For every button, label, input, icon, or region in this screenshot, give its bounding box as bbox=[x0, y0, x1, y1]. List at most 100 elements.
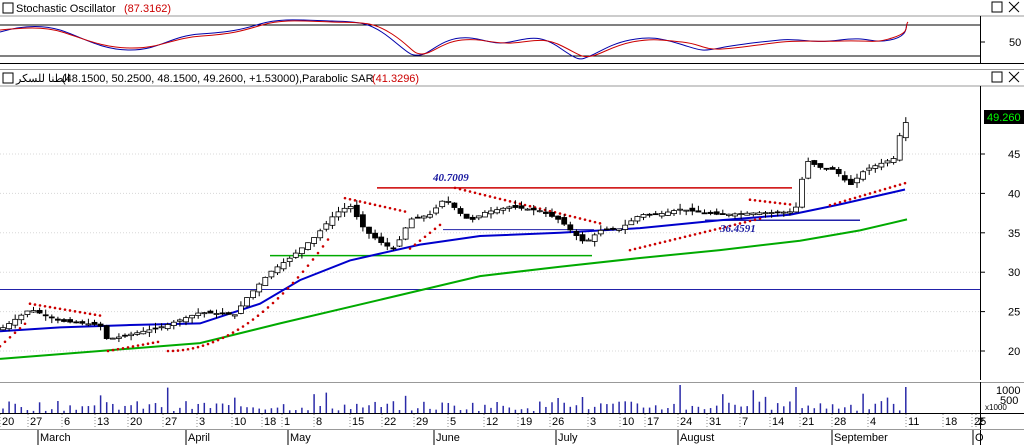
panel-menu-icon[interactable] bbox=[2, 2, 14, 14]
candle-body bbox=[774, 211, 781, 214]
candle-body bbox=[494, 209, 501, 214]
date-label: 7 bbox=[742, 416, 748, 428]
candle-body bbox=[878, 162, 885, 168]
sar-dot bbox=[286, 287, 290, 290]
sar-dot bbox=[433, 227, 437, 231]
sar-dot bbox=[408, 247, 412, 250]
sar-dot bbox=[136, 344, 140, 347]
candle-body bbox=[18, 314, 25, 321]
y-tick-label: 30 bbox=[1008, 267, 1020, 279]
sar-dot bbox=[893, 184, 897, 188]
date-label: 18 bbox=[945, 416, 957, 428]
candle-body bbox=[726, 213, 732, 216]
candle-body bbox=[488, 210, 494, 215]
sar-dot bbox=[251, 318, 255, 321]
sar-dot bbox=[683, 235, 687, 239]
candle-body bbox=[463, 213, 470, 219]
sar-dot bbox=[763, 200, 767, 203]
candle-body bbox=[170, 321, 177, 327]
candlesticks bbox=[0, 117, 909, 343]
candle-body bbox=[799, 178, 805, 208]
candle-body bbox=[902, 122, 909, 139]
date-label: 14 bbox=[772, 416, 784, 428]
candle-body bbox=[536, 210, 543, 213]
candle-body bbox=[677, 208, 683, 211]
candle-body bbox=[103, 325, 110, 339]
sar-dot bbox=[903, 181, 907, 185]
maximize-icon[interactable] bbox=[991, 1, 1003, 13]
candle-body bbox=[298, 247, 305, 255]
candle-body bbox=[67, 319, 73, 323]
candle-body bbox=[634, 216, 641, 222]
sar-dot bbox=[528, 204, 532, 208]
indicator-name: Parabolic SAR bbox=[302, 73, 374, 85]
sar-dot bbox=[423, 235, 427, 239]
candle-body bbox=[622, 224, 629, 230]
sar-dot bbox=[321, 245, 325, 248]
sar-dot bbox=[8, 335, 12, 339]
sar-dot bbox=[663, 240, 667, 243]
sar-dot bbox=[363, 201, 367, 204]
sar-dot bbox=[358, 200, 362, 203]
sar-dot bbox=[428, 231, 432, 235]
candle-body bbox=[567, 224, 574, 231]
date-label: 28 bbox=[834, 416, 846, 428]
sar-dot bbox=[201, 344, 205, 347]
date-label: 13 bbox=[97, 416, 109, 428]
candle-body bbox=[481, 211, 488, 218]
sar-dot bbox=[196, 345, 200, 349]
candle-body bbox=[738, 213, 744, 215]
volume-bars bbox=[2, 385, 907, 413]
sar-dot bbox=[353, 199, 357, 202]
sar-dot bbox=[0, 344, 2, 348]
y-tick-label: 35 bbox=[1008, 228, 1020, 240]
date-label: 26 bbox=[552, 416, 564, 428]
sar-dot bbox=[488, 195, 492, 198]
candle-body bbox=[280, 262, 287, 270]
sar-dot bbox=[266, 306, 270, 309]
sar-dot bbox=[583, 218, 587, 221]
candle-body bbox=[610, 227, 616, 230]
sar-dot bbox=[216, 338, 220, 342]
month-label: June bbox=[436, 432, 460, 444]
candle-body bbox=[848, 178, 854, 185]
horizontal-lines bbox=[0, 187, 980, 291]
sar-dot bbox=[548, 209, 552, 213]
sar-dot bbox=[748, 219, 752, 223]
sar-dot bbox=[403, 210, 407, 213]
last-price-badge bbox=[984, 110, 1024, 124]
date-label: 8 bbox=[316, 416, 322, 428]
candle-body bbox=[274, 266, 281, 274]
candle-body bbox=[439, 200, 446, 208]
sar-dot bbox=[593, 220, 597, 224]
candle-body bbox=[176, 319, 183, 322]
candle-body bbox=[658, 213, 665, 217]
candle-body bbox=[207, 310, 214, 314]
sar-dot bbox=[723, 225, 727, 229]
sar-dot bbox=[211, 340, 215, 344]
candle-body bbox=[841, 175, 848, 181]
candle-body bbox=[225, 312, 232, 315]
candle-body bbox=[683, 209, 690, 212]
symbol-name: الطنا للسكر bbox=[15, 73, 70, 85]
candle-body bbox=[884, 160, 891, 164]
candle-body bbox=[140, 330, 147, 335]
candle-body bbox=[55, 318, 61, 321]
date-label: 27 bbox=[165, 416, 177, 428]
candle-body bbox=[665, 211, 671, 216]
candle-body bbox=[128, 333, 135, 337]
sar-dot bbox=[58, 307, 62, 311]
sar-dot bbox=[753, 218, 757, 222]
sar-dot bbox=[236, 328, 240, 331]
panel-menu-icon[interactable] bbox=[2, 72, 14, 84]
candle-body bbox=[12, 318, 19, 326]
candle-body bbox=[0, 327, 6, 331]
sar-dot bbox=[558, 212, 562, 215]
candle-body bbox=[518, 205, 525, 209]
candle-body bbox=[42, 314, 49, 317]
sar-dot bbox=[413, 243, 417, 246]
volume-tick-mid: 500 bbox=[1000, 395, 1018, 407]
maximize-icon[interactable] bbox=[991, 71, 1003, 83]
candle-body bbox=[817, 163, 824, 168]
